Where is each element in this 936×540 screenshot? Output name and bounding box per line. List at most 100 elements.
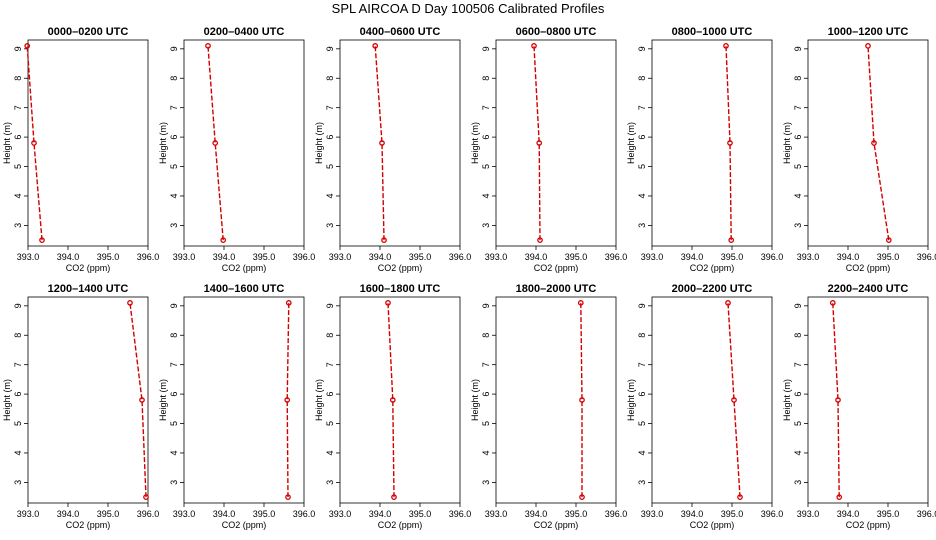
y-tick-label: 3 [637, 223, 647, 228]
y-tick-label: 8 [637, 76, 647, 81]
plot-frame [339, 296, 461, 504]
plot-frame [27, 39, 149, 247]
y-tick-label: 3 [325, 223, 335, 228]
y-tick-label: 8 [793, 76, 803, 81]
profile-line [286, 302, 290, 498]
y-tick-label: 6 [637, 392, 647, 397]
profile-panel: 1600–1800 UTC 393.0 394.0 395.0 396.0 3 4 5 6 7 8 9… [314, 283, 471, 530]
plot-frame [495, 39, 617, 247]
data-point [24, 43, 31, 49]
y-tick-label: 6 [793, 135, 803, 140]
data-point [205, 43, 211, 49]
y-tick-label: 8 [325, 333, 335, 338]
data-point [836, 494, 843, 500]
y-tick-label: 3 [481, 223, 491, 228]
y-axis-label: Height (m) [782, 122, 792, 164]
y-axis-label: Height (m) [314, 122, 324, 164]
profile-panel: 0000–0200 UTC 393.0 394.0 395.0 396.0 3 4 5 6 7 8 9… [2, 26, 159, 273]
data-point [737, 494, 743, 500]
y-tick-label: 7 [169, 362, 179, 367]
x-tick-label: 393.0 [485, 509, 508, 519]
data-point [579, 397, 585, 403]
x-tick-label: 393.0 [329, 509, 352, 519]
y-tick-label: 3 [793, 223, 803, 228]
x-tick-label: 393.0 [641, 509, 664, 519]
panel-title: 1200–1400 UTC [48, 283, 129, 295]
y-tick-label: 9 [481, 303, 491, 308]
x-tick-label: 393.0 [17, 509, 40, 519]
x-axis-label: CO2 (ppm) [66, 520, 111, 530]
data-point [220, 237, 227, 243]
plot-frame [27, 296, 149, 504]
y-axis-label: Height (m) [158, 379, 168, 421]
y-tick-label: 7 [793, 105, 803, 110]
profile-line [387, 302, 395, 498]
x-axis-label: CO2 (ppm) [378, 263, 423, 273]
data-point [139, 397, 145, 403]
x-axis-label: CO2 (ppm) [534, 263, 579, 273]
y-tick-label: 6 [325, 135, 335, 140]
y-tick-label: 5 [637, 164, 647, 169]
x-tick-label: 396.0 [761, 252, 784, 262]
x-tick-label: 395.0 [253, 252, 276, 262]
y-tick-label: 4 [169, 450, 179, 455]
plot-frame [183, 296, 305, 504]
x-tick-label: 396.0 [293, 509, 316, 519]
y-tick-label: 7 [637, 362, 647, 367]
data-point [731, 397, 737, 403]
y-axis-label: Height (m) [626, 379, 636, 421]
profile-panel: 2000–2200 UTC 393.0 394.0 395.0 396.0 3 4 5 6 7 8 9… [626, 283, 783, 530]
profile-line [832, 302, 840, 498]
panel-title: 1400–1600 UTC [204, 283, 285, 295]
y-tick-label: 5 [325, 421, 335, 426]
x-tick-label: 396.0 [605, 252, 628, 262]
y-tick-label: 3 [637, 480, 647, 485]
data-point [39, 237, 45, 243]
x-tick-label: 394.0 [57, 509, 80, 519]
y-tick-label: 5 [481, 164, 491, 169]
plot-frame [651, 296, 773, 504]
panel-title: 0600–0800 UTC [516, 26, 597, 38]
y-tick-label: 7 [637, 105, 647, 110]
data-point [871, 140, 877, 146]
y-tick-label: 6 [169, 392, 179, 397]
x-tick-label: 393.0 [17, 252, 40, 262]
data-point [865, 43, 871, 49]
data-point [723, 43, 729, 49]
x-axis-label: CO2 (ppm) [222, 520, 267, 530]
y-tick-label: 8 [481, 76, 491, 81]
data-point [829, 300, 836, 306]
data-point [536, 140, 543, 146]
y-axis-label: Height (m) [470, 122, 480, 164]
y-axis-label: Height (m) [470, 379, 480, 421]
data-point [391, 494, 397, 500]
y-tick-label: 9 [169, 46, 179, 51]
x-tick-label: 395.0 [409, 509, 432, 519]
y-tick-label: 8 [13, 333, 23, 338]
x-tick-label: 396.0 [761, 509, 784, 519]
panel-title: 0200–0400 UTC [204, 26, 285, 38]
x-tick-label: 396.0 [917, 509, 936, 519]
y-tick-label: 7 [169, 105, 179, 110]
y-tick-label: 6 [169, 135, 179, 140]
panel-title: 0400–0600 UTC [360, 26, 441, 38]
x-tick-label: 395.0 [97, 509, 120, 519]
x-tick-label: 394.0 [525, 252, 548, 262]
plot-frame [495, 296, 617, 504]
y-tick-label: 4 [13, 193, 23, 198]
y-tick-label: 6 [793, 392, 803, 397]
y-tick-label: 5 [13, 421, 23, 426]
data-point [389, 397, 396, 403]
y-tick-label: 7 [13, 362, 23, 367]
y-tick-label: 6 [637, 135, 647, 140]
panel-title: 0800–1000 UTC [672, 26, 753, 38]
profile-line [725, 45, 732, 241]
data-point [381, 237, 387, 243]
x-tick-label: 395.0 [409, 252, 432, 262]
data-point [727, 140, 733, 146]
x-axis-label: CO2 (ppm) [846, 520, 891, 530]
x-tick-label: 396.0 [293, 252, 316, 262]
plot-frame [651, 39, 773, 247]
